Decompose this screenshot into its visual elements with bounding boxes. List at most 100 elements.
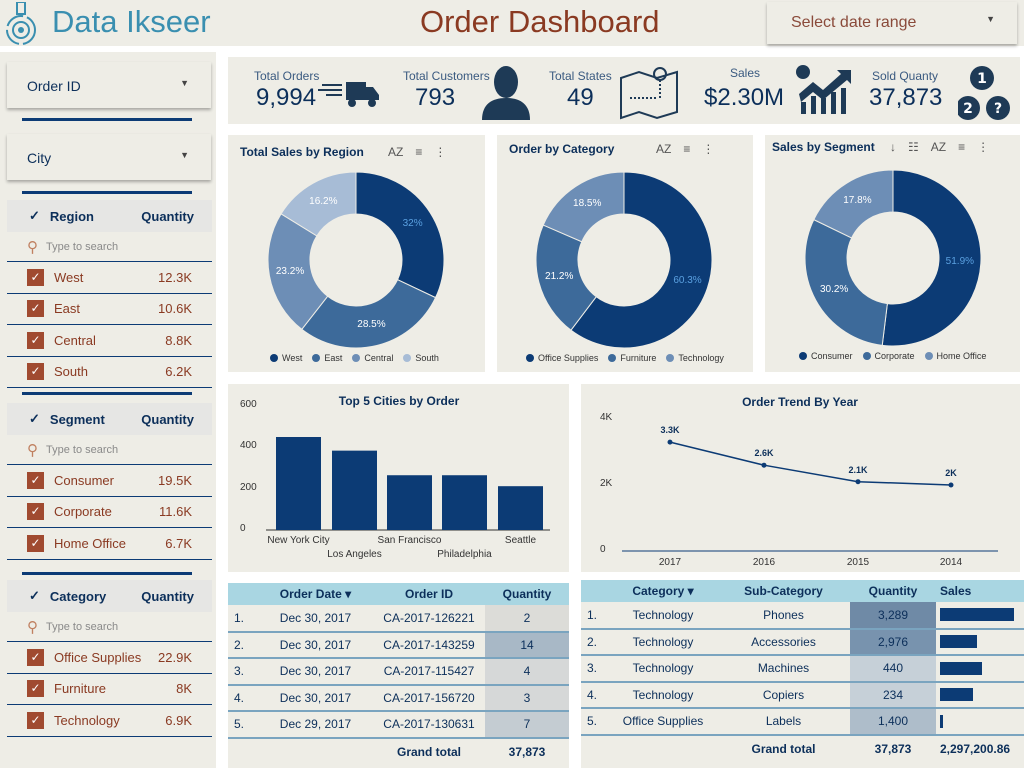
filter-search-input[interactable]: ⚲ Type to search xyxy=(7,232,212,262)
slice-label: 16.2% xyxy=(309,195,338,207)
slice-label: 23.2% xyxy=(275,265,305,277)
table-row[interactable]: 2. Dec 30, 2017 CA-2017-143259 14 xyxy=(228,631,569,659)
more-vert-icon[interactable]: ⋮ xyxy=(977,140,990,154)
checkbox-checked-icon[interactable]: ✓ xyxy=(27,331,44,349)
sort-az-icon[interactable]: AZ xyxy=(388,145,404,159)
x-tick: Philadelphia xyxy=(437,549,492,560)
col-order-id[interactable]: Order ID xyxy=(373,583,485,605)
y-tick: 2K xyxy=(600,478,613,489)
filter-option[interactable]: ✓ Office Supplies 22.9K xyxy=(7,642,212,674)
filter-header[interactable]: ✓ Category Quantity xyxy=(7,580,212,612)
checkbox-checked-icon[interactable]: ✓ xyxy=(27,471,44,489)
data-label: 3.3K xyxy=(660,425,680,436)
chart-title: Order Trend By Year xyxy=(742,395,858,409)
filter-option[interactable]: ✓ East 10.6K xyxy=(7,294,212,325)
sub-category: Labels xyxy=(717,708,850,736)
order-date: Dec 30, 2017 xyxy=(258,658,373,686)
col-quantity[interactable]: Quantity xyxy=(850,580,936,602)
legend-item[interactable]: Corporate xyxy=(862,351,915,361)
order-date: Dec 30, 2017 xyxy=(258,684,373,712)
sub-category: Phones xyxy=(717,602,850,630)
city-dropdown[interactable]: City ▼ xyxy=(7,134,211,180)
sliders-icon[interactable]: ☷ xyxy=(908,140,919,154)
table-row[interactable]: 5. Office Supplies Labels 1,400 xyxy=(581,708,1024,736)
legend-item[interactable]: Home Office xyxy=(924,351,986,361)
legend-item[interactable]: Furniture xyxy=(608,353,656,363)
more-vert-icon[interactable]: ⋮ xyxy=(702,142,715,156)
checkbox-checked-icon[interactable]: ✓ xyxy=(27,534,44,552)
order-id: CA-2017-115427 xyxy=(373,658,485,686)
option-value: 11.6K xyxy=(158,504,192,520)
option-label: South xyxy=(54,364,88,380)
sales-bar xyxy=(940,661,983,675)
legend-item[interactable]: East xyxy=(312,353,342,363)
table-row[interactable]: 3. Dec 30, 2017 CA-2017-115427 4 xyxy=(228,658,569,686)
col-quantity[interactable]: Quantity xyxy=(485,583,569,605)
filter-option[interactable]: ✓ Furniture 8K xyxy=(7,674,212,705)
chart-title: Top 5 Cities by Order xyxy=(338,394,460,408)
order-id: CA-2017-156720 xyxy=(373,684,485,712)
check-icon: ✓ xyxy=(29,208,40,223)
filter-option[interactable]: ✓ South 6.2K xyxy=(7,357,212,388)
sales-bar xyxy=(940,635,977,649)
legend-item[interactable]: Central xyxy=(352,353,393,363)
bar xyxy=(332,450,377,530)
filter-option[interactable]: ✓ West 12.3K xyxy=(7,262,212,294)
checkbox-checked-icon[interactable]: ✓ xyxy=(27,300,44,318)
filter-title: Region xyxy=(49,208,94,224)
filter-header[interactable]: ✓ Region Quantity xyxy=(7,200,212,232)
filter-icon[interactable]: ≡ xyxy=(958,140,966,154)
order-id: CA-2017-130631 xyxy=(373,711,485,739)
filter-header[interactable]: ✓ Segment Quantity xyxy=(7,403,212,435)
filter-icon[interactable]: ≡ xyxy=(683,142,691,156)
filter-title: Segment xyxy=(49,411,105,427)
col-category[interactable]: Category ▾ xyxy=(609,580,717,602)
option-label: Corporate xyxy=(54,504,112,520)
grand-total-row: Grand total 37,873 xyxy=(228,738,569,766)
table-row[interactable]: 1. Dec 30, 2017 CA-2017-126221 2 xyxy=(228,605,569,633)
y-tick: 0 xyxy=(600,544,606,555)
order-id-dropdown[interactable]: Order ID ▼ xyxy=(7,62,211,108)
filter-option[interactable]: ✓ Home Office 6.7K xyxy=(7,528,212,560)
table-row[interactable]: 1. Technology Phones 3,289 xyxy=(581,602,1024,630)
option-label: East xyxy=(54,301,81,317)
x-tick: 2015 xyxy=(846,557,870,568)
filter-option[interactable]: ✓ Central 8.8K xyxy=(7,325,212,357)
donut-slice xyxy=(355,171,445,299)
slice-label: 30.2% xyxy=(819,284,849,296)
sort-az-icon[interactable]: AZ xyxy=(930,140,947,154)
legend-item[interactable]: South xyxy=(403,353,439,363)
legend-item[interactable]: Technology xyxy=(666,353,724,363)
table-row[interactable]: 2. Technology Accessories 2,976 xyxy=(581,628,1024,656)
filter-icon[interactable]: ≡ xyxy=(415,145,423,159)
checkbox-checked-icon[interactable]: ✓ xyxy=(27,503,44,521)
checkbox-checked-icon[interactable]: ✓ xyxy=(27,268,44,286)
checkbox-checked-icon[interactable]: ✓ xyxy=(27,363,44,381)
sort-icon[interactable]: ↓ xyxy=(890,140,896,154)
date-range-picker[interactable]: Select date range ▼ xyxy=(767,2,1017,44)
more-vert-icon[interactable]: ⋮ xyxy=(434,145,447,159)
checkbox-checked-icon[interactable]: ✓ xyxy=(27,711,44,729)
x-tick: Seattle xyxy=(504,535,537,546)
table-row[interactable]: 3. Technology Machines 440 xyxy=(581,655,1024,683)
col-order-date[interactable]: Order Date ▾ xyxy=(258,583,373,605)
legend-item[interactable]: Office Supplies xyxy=(526,353,598,363)
row-number: 5. xyxy=(581,708,609,736)
table-row[interactable]: 4. Dec 30, 2017 CA-2017-156720 3 xyxy=(228,684,569,712)
slice-label: 60.3% xyxy=(673,275,702,287)
filter-option[interactable]: ✓ Consumer 19.5K xyxy=(7,465,212,497)
checkbox-checked-icon[interactable]: ✓ xyxy=(27,680,44,698)
filter-search-input[interactable]: ⚲ Type to search xyxy=(7,435,212,465)
col-sales[interactable]: Sales xyxy=(936,580,1024,602)
sort-az-icon[interactable]: AZ xyxy=(656,142,672,156)
legend-item[interactable]: West xyxy=(270,353,302,363)
legend-item[interactable]: Consumer xyxy=(799,351,853,361)
filter-search-input[interactable]: ⚲ Type to search xyxy=(7,612,212,642)
table-row[interactable]: 4. Technology Copiers 234 xyxy=(581,681,1024,709)
filter-option[interactable]: ✓ Corporate 11.6K xyxy=(7,497,212,528)
checkbox-checked-icon[interactable]: ✓ xyxy=(27,648,44,666)
table-row[interactable]: 5. Dec 29, 2017 CA-2017-130631 7 xyxy=(228,711,569,739)
search-icon: ⚲ xyxy=(27,441,38,459)
filter-option[interactable]: ✓ Technology 6.9K xyxy=(7,705,212,737)
col-sub-category[interactable]: Sub-Category xyxy=(717,580,850,602)
